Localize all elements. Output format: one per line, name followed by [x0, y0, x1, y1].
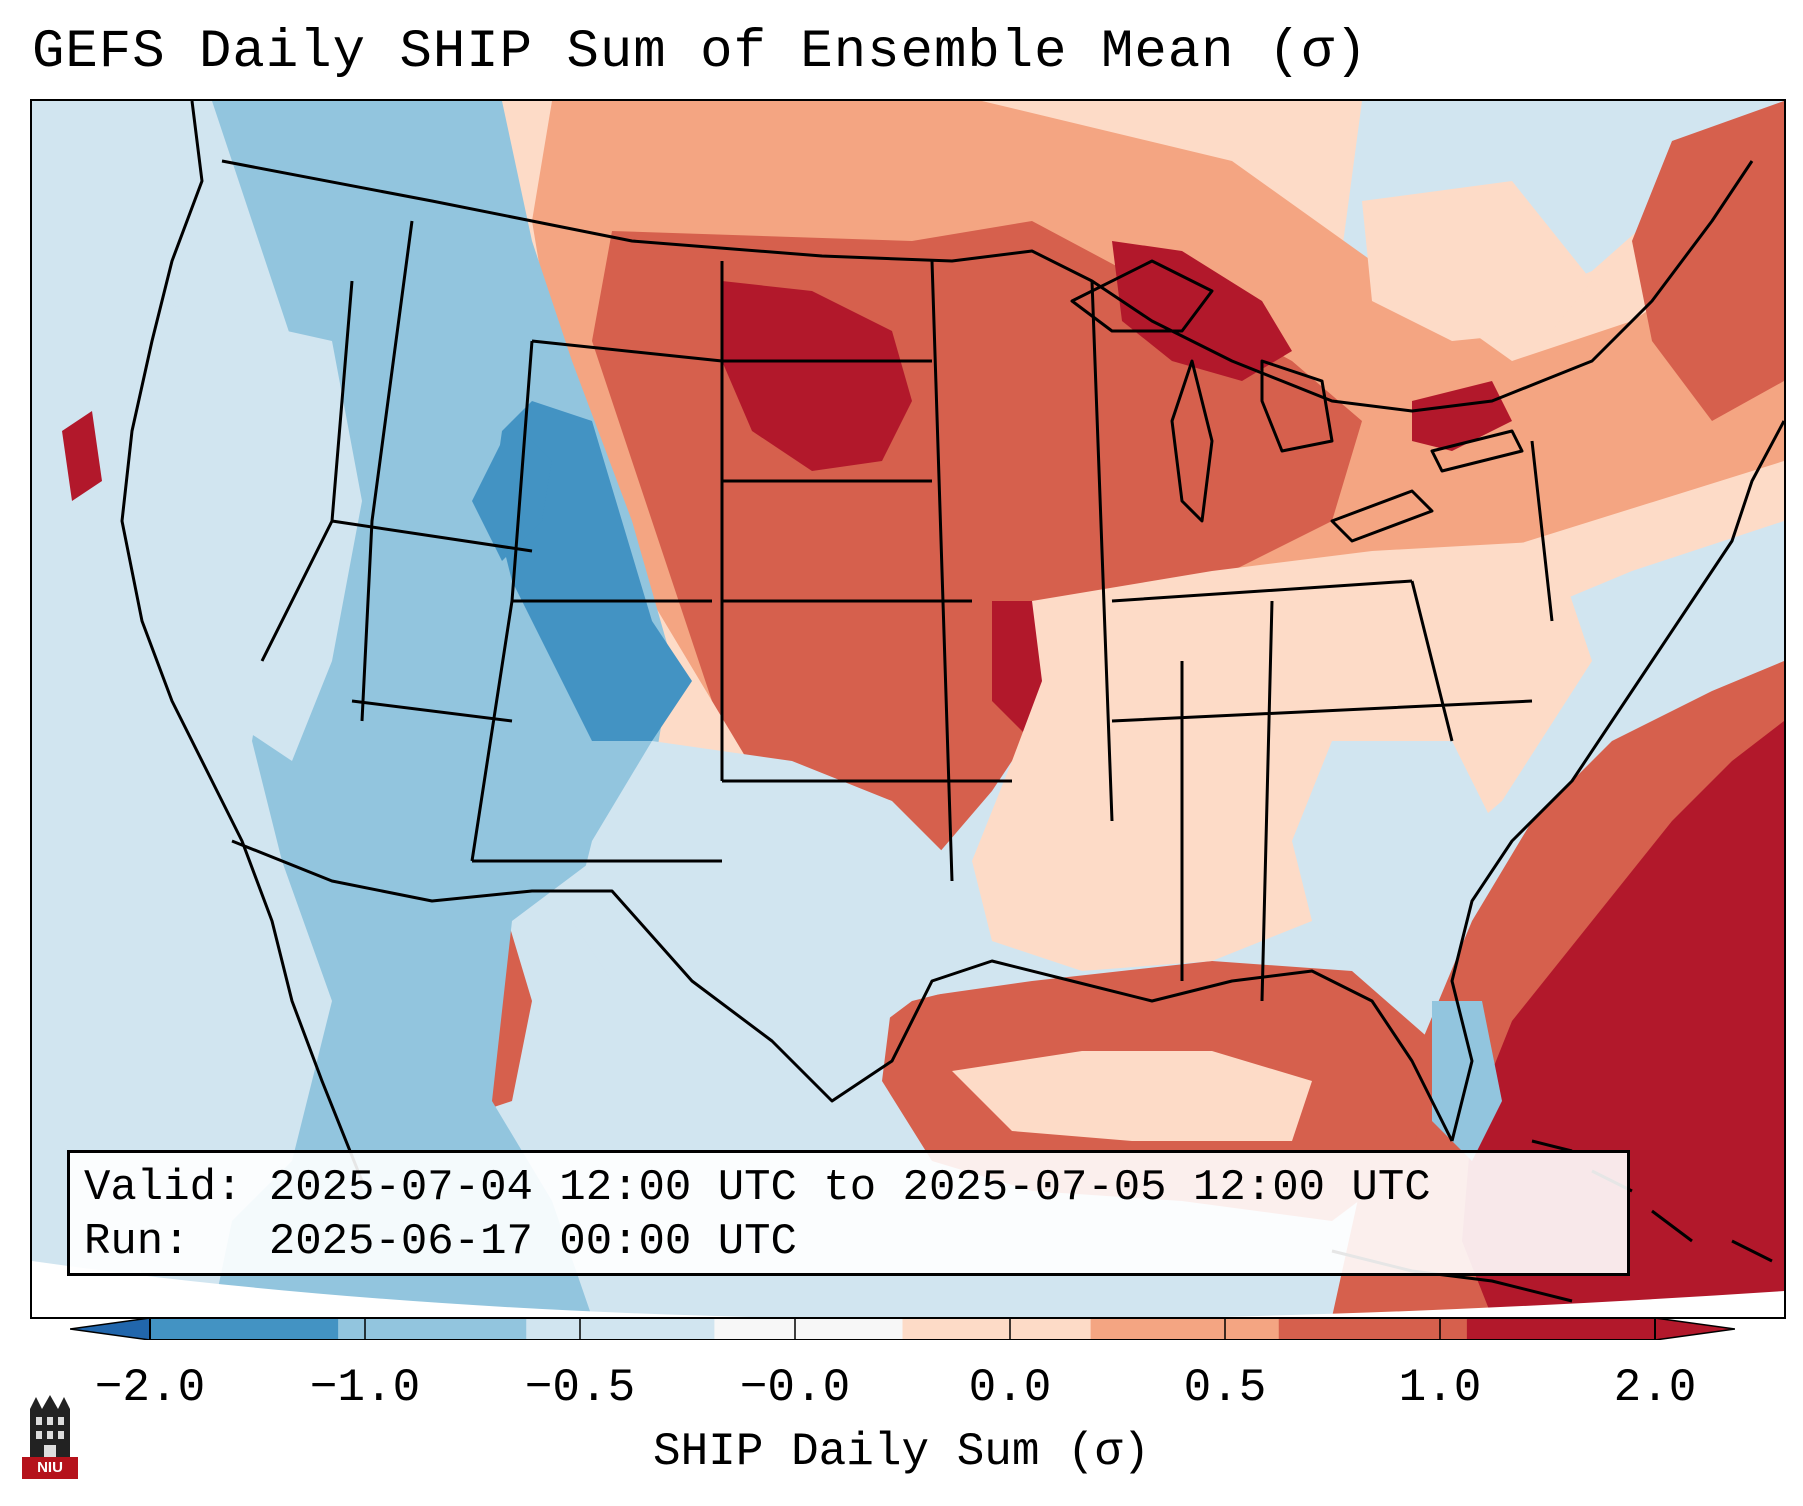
colorbar-segment — [902, 1318, 1092, 1340]
colorbar-extend-low — [70, 1318, 151, 1340]
run-value: 2025-06-17 00:00 UTC — [268, 1217, 797, 1267]
ship-map — [32, 101, 1784, 1317]
field-lake-ontario-extreme-positive — [1412, 381, 1512, 451]
run-row: Run: 2025-06-17 00:00 UTC — [84, 1215, 1613, 1269]
field-gulf-light-positive — [952, 1051, 1312, 1141]
field-lakes-extreme-positive — [1112, 241, 1292, 381]
atlantic-coastline — [1450, 420, 1784, 1142]
colorbar-segment — [1090, 1318, 1280, 1340]
field-southeast-light-positive — [972, 541, 1592, 971]
colorbar-segment — [338, 1318, 527, 1340]
lake-superior — [1070, 259, 1214, 333]
map-frame — [30, 99, 1786, 1319]
colorbar-segment — [150, 1318, 339, 1340]
pacific-coastline — [120, 101, 364, 1182]
colorbar-tick-label: 1.0 — [1398, 1362, 1482, 1414]
colorbar-segment — [714, 1318, 903, 1340]
projection-edge — [32, 1261, 1784, 1317]
colorbar-segment — [526, 1318, 715, 1340]
colorbar-tick-label: 0.5 — [1183, 1362, 1267, 1414]
field-great-basin-negative — [132, 301, 362, 761]
field-idaho-negative — [472, 421, 552, 561]
field-great-lakes-neutral — [1362, 181, 1592, 341]
valid-label: Valid: — [84, 1163, 243, 1213]
colorbar-tick-label: −1.0 — [309, 1362, 421, 1414]
field-northeast-strong-positive — [1632, 101, 1784, 421]
lake-huron — [1260, 359, 1334, 453]
niu-logo: NIU — [22, 1395, 78, 1479]
colorbar-extend-high — [1654, 1318, 1735, 1340]
colorbar-segment — [1278, 1318, 1468, 1340]
field-texas-near-neutral — [572, 741, 992, 1181]
mexico-border — [231, 839, 1454, 1142]
colorbar-segments — [149, 1318, 1656, 1340]
colorbar-outline — [149, 1318, 1656, 1340]
lake-erie — [1330, 489, 1434, 543]
colorbar-segment — [1466, 1318, 1656, 1340]
colorbar-tick-label: 0.0 — [968, 1362, 1052, 1414]
validity-info-box: Valid: 2025-07-04 12:00 UTC to 2025-07-0… — [67, 1150, 1630, 1276]
state-lines — [260, 220, 1554, 1002]
valid-value: 2025-07-04 12:00 UTC to 2025-07-05 12:00… — [268, 1163, 1431, 1213]
run-label: Run: — [84, 1217, 190, 1267]
field-southeast-near-neutral — [1292, 741, 1492, 961]
colorbar-tick-label: −0.0 — [739, 1362, 851, 1414]
colorbar — [70, 1318, 1735, 1340]
field-offshore-extreme-positive — [62, 411, 102, 501]
chart-title: GEFS Daily SHIP Sum of Ensemble Mean (σ) — [32, 22, 1369, 83]
field-dakotas-extreme-positive — [722, 281, 912, 471]
valid-row: Valid: 2025-07-04 12:00 UTC to 2025-07-0… — [84, 1161, 1613, 1215]
colorbar-tick-label: −0.5 — [524, 1362, 636, 1414]
colorbar-label: SHIP Daily Sum (σ) — [653, 1426, 1150, 1478]
colorbar-tick-label: 2.0 — [1613, 1362, 1697, 1414]
lake-ontario — [1430, 429, 1524, 473]
lake-michigan — [1170, 359, 1214, 523]
colorbar-tick-label: −2.0 — [94, 1362, 206, 1414]
niu-tower-icon — [30, 1395, 70, 1457]
niu-logo-text: NIU — [22, 1457, 78, 1479]
us-canada-border — [221, 159, 1754, 413]
